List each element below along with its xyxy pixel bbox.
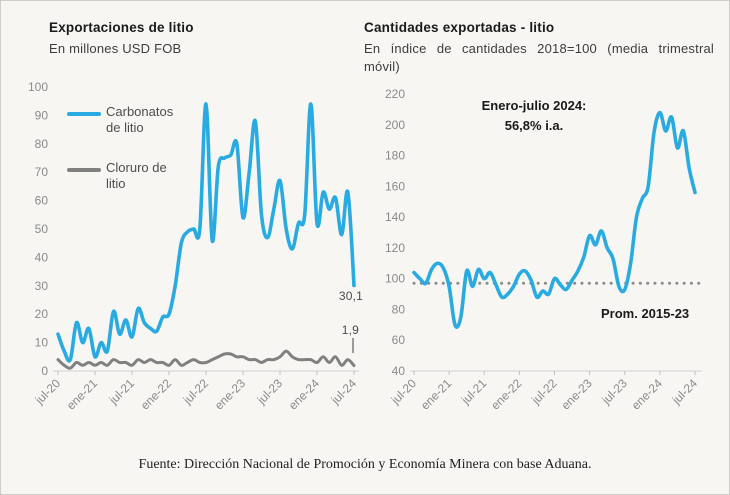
legend-cloruro-line1: Cloruro de — [106, 160, 167, 175]
legend-item-carbonatos: Carbonatos de litio — [67, 104, 173, 136]
y-tick-label: 140 — [385, 210, 405, 224]
right-chart-subtitle: En índice de cantidades 2018=100 (media … — [364, 40, 714, 76]
legend-carbonatos-line1: Carbonatos — [106, 104, 174, 119]
cloruro-label-leader-line — [352, 338, 354, 353]
y-tick-label: 10 — [35, 336, 49, 350]
growth-annotation: Enero-julio 2024: 56,8% i.a. — [449, 96, 619, 136]
y-tick-label: 80 — [35, 137, 49, 151]
series-line — [412, 110, 697, 329]
x-tick-label: jul-20 — [388, 376, 420, 408]
carbonatos-last-value-label: 30,1 — [338, 289, 363, 303]
x-tick-label: jul-21 — [106, 376, 138, 408]
left-chart-subtitle: En millones USD FOB — [49, 41, 182, 56]
x-tick-label: jul-22 — [180, 376, 212, 408]
x-tick-label: jul-23 — [599, 376, 631, 408]
y-tick-label: 220 — [385, 87, 405, 101]
cloruro-last-value-label: 1,9 — [341, 323, 359, 337]
y-tick-label: 30 — [35, 279, 49, 293]
y-tick-label: 60 — [392, 333, 406, 347]
legend-label-cloruro: Cloruro de litio — [106, 160, 167, 192]
series-line — [56, 102, 356, 363]
y-tick-label: 40 — [35, 250, 49, 264]
legend-item-cloruro: Cloruro de litio — [67, 160, 167, 192]
source-note: Fuente: Dirección Nacional de Promoción … — [138, 457, 592, 472]
cloruro-line-swatch — [67, 168, 101, 172]
x-tick-label: jul-24 — [328, 376, 360, 408]
series-line — [56, 349, 356, 370]
x-tick-label: ene-24 — [286, 376, 323, 413]
y-tick-label: 0 — [41, 364, 48, 378]
left-chart-title: Exportaciones de litio — [49, 20, 194, 35]
y-tick-label: 40 — [392, 364, 406, 378]
x-tick-label: ene-22 — [138, 376, 175, 413]
y-tick-label: 20 — [35, 307, 49, 321]
right-chart-subtitle-line2: móvil) — [364, 59, 400, 74]
x-tick-label: jul-24 — [669, 376, 701, 408]
legend-cloruro-line2: litio — [106, 176, 126, 191]
x-tick-label: ene-21 — [64, 376, 101, 413]
x-tick-label: jul-23 — [254, 376, 286, 408]
y-tick-label: 70 — [35, 165, 49, 179]
growth-annotation-line2: 56,8% i.a. — [504, 118, 564, 133]
x-tick-label: ene-22 — [488, 376, 525, 413]
y-tick-label: 120 — [385, 241, 405, 255]
x-tick-label: ene-21 — [418, 376, 455, 413]
legend-label-carbonatos: Carbonatos de litio — [106, 104, 173, 136]
y-tick-label: 90 — [35, 108, 49, 122]
y-tick-label: 200 — [385, 118, 405, 132]
y-tick-label: 60 — [35, 194, 49, 208]
y-tick-label: 100 — [385, 272, 405, 286]
right-chart-title: Cantidades exportadas - litio — [364, 20, 555, 35]
x-tick-label: ene-23 — [558, 376, 595, 413]
reference-line-label: Prom. 2015-23 — [601, 306, 690, 321]
x-tick-label: ene-23 — [212, 376, 249, 413]
x-tick-label: jul-22 — [528, 376, 560, 408]
right-chart-subtitle-line1: En índice de cantidades 2018=100 (media … — [364, 41, 714, 56]
y-tick-label: 100 — [28, 80, 48, 94]
carbonatos-line-swatch — [67, 112, 101, 116]
growth-annotation-line1: Enero-julio 2024: — [481, 98, 587, 113]
y-tick-label: 160 — [385, 179, 405, 193]
y-tick-label: 80 — [392, 302, 406, 316]
y-tick-label: 50 — [35, 222, 49, 236]
x-tick-label: jul-20 — [32, 376, 64, 408]
legend-carbonatos-line2: de litio — [106, 120, 144, 135]
x-tick-label: jul-21 — [458, 376, 490, 408]
x-tick-label: ene-24 — [629, 376, 666, 413]
y-tick-label: 180 — [385, 149, 405, 163]
